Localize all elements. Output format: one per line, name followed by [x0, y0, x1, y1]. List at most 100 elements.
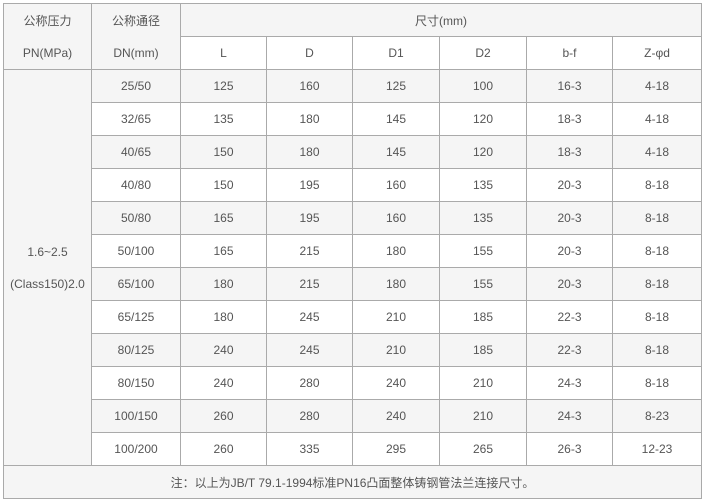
table-row: 50/80 165 195 160 135 20-3 8-18: [4, 201, 703, 235]
dn-header-line2: DN(mm): [113, 45, 159, 60]
pressure-header: 公称压力 PN(MPa): [3, 3, 92, 70]
dn-header-line1: 公称通径: [111, 13, 160, 28]
table-row: 80/125 240 245 210 185 22-3 8-18: [4, 333, 703, 367]
dimension-cell: 135: [439, 168, 527, 202]
column-header-l: L: [180, 36, 267, 70]
table-row: 40/65 150 180 145 120 18-3 4-18: [4, 135, 703, 169]
dimension-cell: 215: [266, 267, 353, 301]
dimension-cell: 160: [266, 69, 353, 103]
header-row-2: L D D1 D2 b-f Z-φd: [4, 36, 703, 70]
dimension-cell: 8-18: [611, 267, 703, 301]
dimension-cell: 180: [180, 300, 267, 334]
dimension-cell: 210: [439, 399, 527, 433]
dimension-cell: 260: [180, 432, 267, 466]
dimension-cell: 4-18: [611, 135, 703, 169]
dimension-cell: 120: [439, 102, 527, 136]
dimension-cell: 185: [439, 333, 527, 367]
dimension-cell: 135: [180, 102, 267, 136]
dimension-cell: 26-3: [526, 432, 613, 466]
dn-header: 公称通径 DN(mm): [91, 3, 181, 70]
dimension-cell: 195: [266, 168, 353, 202]
dimension-cell: 18-3: [526, 102, 613, 136]
dn-cell: 80/150: [91, 366, 181, 400]
dn-cell: 100/150: [91, 399, 181, 433]
column-header-z-φd: Z-φd: [611, 36, 703, 70]
dimension-cell: 20-3: [526, 201, 613, 235]
dn-cell: 32/65: [91, 102, 181, 136]
dimension-cell: 160: [352, 168, 440, 202]
dimension-cell: 4-18: [611, 102, 703, 136]
dn-cell: 40/80: [91, 168, 181, 202]
dimension-cell: 165: [180, 234, 267, 268]
dn-cell: 50/80: [91, 201, 181, 235]
dimension-cell: 20-3: [526, 267, 613, 301]
pressure-value: 1.6~2.5: [27, 244, 68, 259]
dimension-cell: 195: [266, 201, 353, 235]
dn-cell: 65/125: [91, 300, 181, 334]
column-header-d2: D2: [439, 36, 527, 70]
dimension-cell: 180: [266, 102, 353, 136]
dimension-cell: 125: [180, 69, 267, 103]
dimension-cell: 145: [352, 135, 440, 169]
dn-cell: 65/100: [91, 267, 181, 301]
dimension-cell: 245: [266, 300, 353, 334]
dimension-cell: 215: [266, 234, 353, 268]
table-row: 1.6~2.5 (Class150)2.0 25/50 125 160 125 100 16-…: [3, 69, 703, 466]
dimension-cell: 24-3: [526, 366, 613, 400]
dimension-cell: 150: [180, 135, 267, 169]
dimension-cell: 240: [352, 366, 440, 400]
dimension-cell: 185: [439, 300, 527, 334]
dimension-cell: 210: [352, 300, 440, 334]
dimension-cell: 260: [180, 399, 267, 433]
dimension-cell: 100: [439, 69, 527, 103]
column-header-d: D: [266, 36, 353, 70]
table-note: 注：以上为JB/T 79.1-1994标准PN16凸面整体铸钢管法兰连接尺寸。: [2, 465, 703, 499]
dimension-cell: 180: [180, 267, 267, 301]
table-row: 65/125 180 245 210 185 22-3 8-18: [4, 300, 703, 334]
note-row: 注：以上为JB/T 79.1-1994标准PN16凸面整体铸钢管法兰连接尺寸。: [2, 465, 703, 499]
dimension-cell: 20-3: [526, 168, 613, 202]
header-row-1: 公称压力 PN(MPa) 公称通径 DN(mm) 尺寸(mm): [3, 3, 703, 70]
size-group-header: 尺寸(mm): [179, 3, 703, 37]
table-row: 65/100 180 215 180 155 20-3 8-18: [4, 267, 703, 301]
column-header-d1: D1: [352, 36, 440, 70]
table-row: 80/150 240 280 240 210 24-3 8-18: [4, 366, 703, 400]
dimension-cell: 180: [266, 135, 353, 169]
dimension-cell: 18-3: [526, 135, 613, 169]
dimension-cell: 120: [439, 135, 527, 169]
dimension-cell: 180: [352, 267, 440, 301]
pressure-header-line2: PN(MPa): [22, 45, 73, 60]
dimension-cell: 240: [352, 399, 440, 433]
dn-cell: 50/100: [91, 234, 181, 268]
dimension-cell: 135: [439, 201, 527, 235]
dimension-cell: 8-18: [611, 366, 703, 400]
dimension-cell: 180: [352, 234, 440, 268]
column-header-b-f: b-f: [526, 36, 613, 70]
dn-cell: 25/50: [91, 69, 181, 103]
pressure-header-line1: 公称压力: [23, 13, 72, 28]
dimension-cell: 16-3: [526, 69, 613, 103]
dn-cell: 80/125: [91, 333, 181, 367]
pressure-value: (Class150)2.0: [10, 276, 85, 291]
dimension-cell: 155: [439, 234, 527, 268]
flange-dimension-table: 公称压力 PN(MPa) 公称通径 DN(mm) 尺寸(mm) L D D1 D2 b-…: [2, 3, 703, 499]
dn-cell: 100/200: [91, 432, 181, 466]
dimension-cell: 210: [352, 333, 440, 367]
dimension-cell: 295: [352, 432, 440, 466]
table-row: 100/150 260 280 240 210 24-3 8-23: [4, 399, 703, 433]
dimension-cell: 12-23: [611, 432, 703, 466]
dimension-cell: 240: [180, 333, 267, 367]
dimension-cell: 240: [180, 366, 267, 400]
dimension-cell: 125: [352, 69, 440, 103]
pressure-value-cell: 1.6~2.5 (Class150)2.0: [3, 69, 92, 466]
dimension-cell: 4-18: [611, 69, 703, 103]
dimension-cell: 335: [266, 432, 353, 466]
table-row: 50/100 165 215 180 155 20-3 8-18: [4, 234, 703, 268]
dimension-cell: 24-3: [526, 399, 613, 433]
dimension-cell: 8-18: [611, 300, 703, 334]
dimension-cell: 245: [266, 333, 353, 367]
dimension-cell: 20-3: [526, 234, 613, 268]
table-row: 40/80 150 195 160 135 20-3 8-18: [4, 168, 703, 202]
dimension-cell: 150: [180, 168, 267, 202]
dimension-cell: 22-3: [526, 300, 613, 334]
